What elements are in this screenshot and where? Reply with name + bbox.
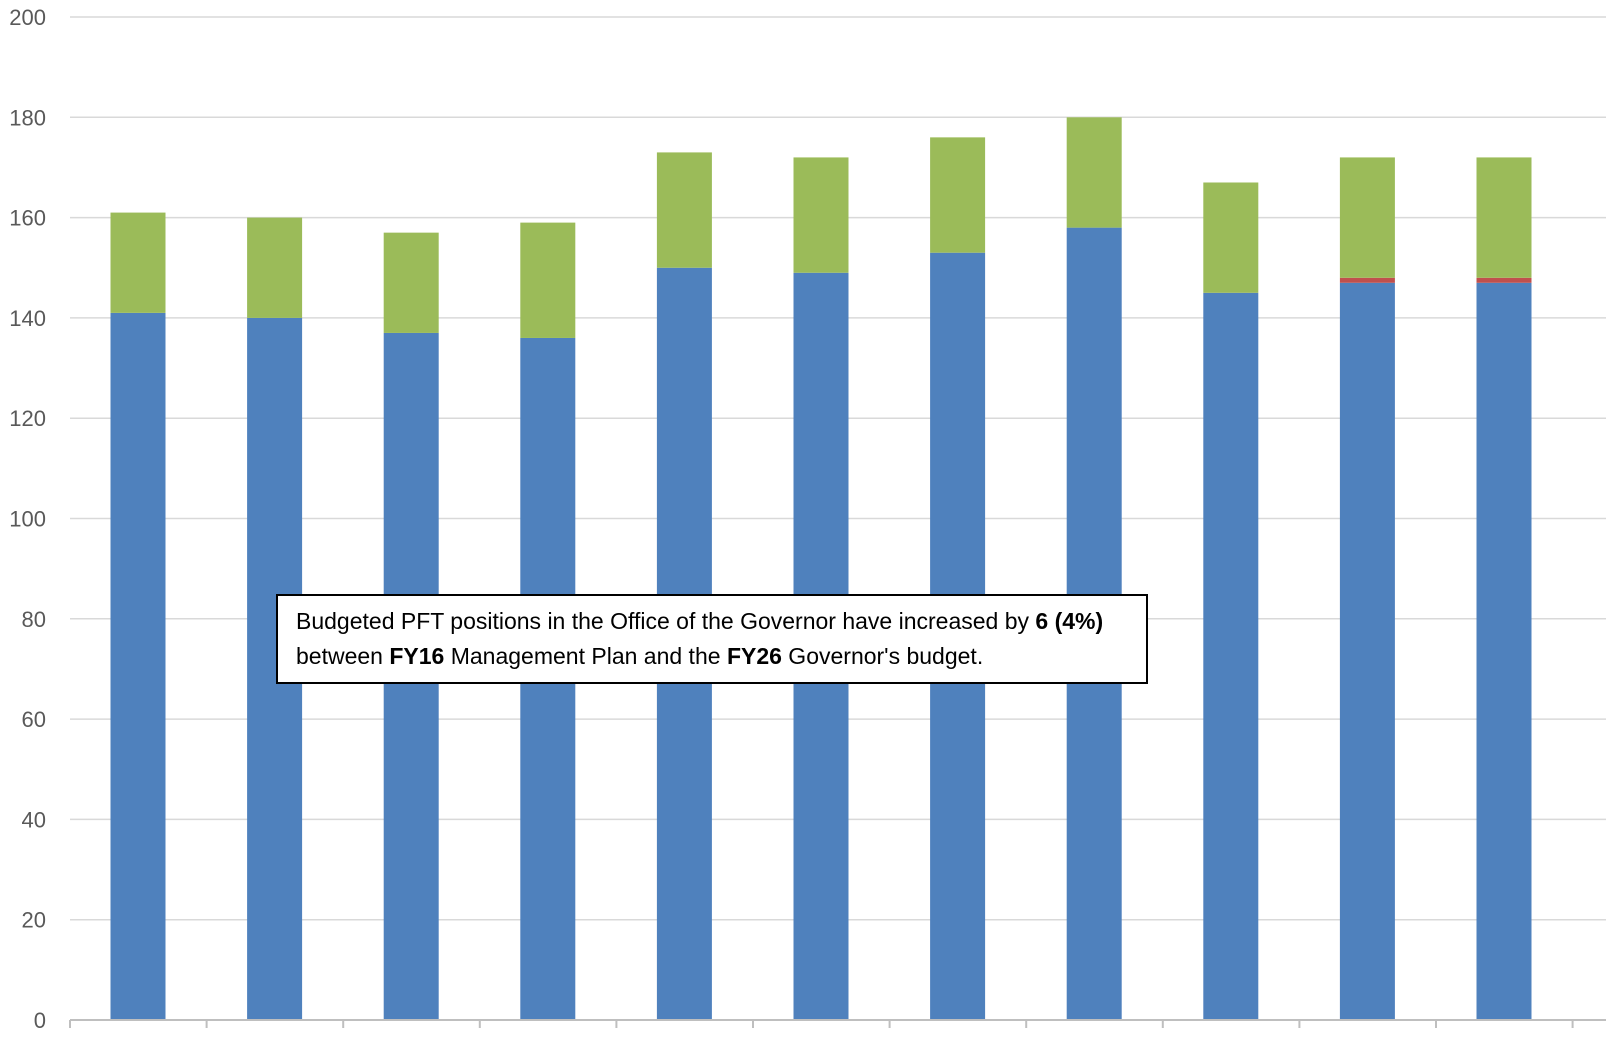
bar-segment-series-3	[656, 152, 712, 268]
bar-segment-series-3	[1339, 157, 1395, 278]
bar-segment-series-3	[1476, 157, 1532, 278]
annotation-part-1: Budgeted PFT positions in the Office of …	[296, 608, 1036, 634]
bar-segment-series-3	[247, 217, 303, 318]
annotation-part-2: 6 (4%)	[1035, 608, 1104, 634]
bar-segment-series-3	[930, 137, 986, 253]
annotation-part-7: Governor's budget.	[781, 643, 984, 669]
y-tick-label: 0	[34, 1008, 46, 1033]
bar-segment-series-3	[793, 157, 849, 273]
annotation-part-6: FY26	[726, 643, 782, 669]
bar-segment-series-1	[1476, 282, 1532, 1020]
bar-segment-series-1	[1339, 282, 1395, 1020]
y-tick-label: 80	[22, 607, 46, 632]
annotation-part-5: Management Plan and the	[444, 643, 727, 669]
annotation-part-4: FY16	[389, 643, 445, 669]
bar-segment-series-1	[1203, 292, 1259, 1020]
bar-segment-series-2	[1339, 277, 1395, 283]
bar-segment-series-3	[1066, 117, 1122, 228]
bar-segment-series-3	[520, 222, 576, 338]
bars	[110, 117, 1532, 1021]
y-tick-label: 160	[9, 206, 46, 231]
annotation-box: Budgeted PFT positions in the Office of …	[276, 594, 1148, 684]
bar-segment-series-3	[1203, 182, 1259, 293]
y-tick-label: 60	[22, 707, 46, 732]
bar-segment-series-3	[110, 212, 166, 313]
y-axis-tick-labels: 0 20 40 60 80 100 120 140 160 180 200	[9, 5, 46, 1033]
y-tick-label: 140	[9, 306, 46, 331]
y-tick-label: 100	[9, 507, 46, 532]
annotation-part-3: between	[296, 643, 390, 669]
y-tick-label: 40	[22, 807, 46, 832]
y-tick-label: 20	[22, 908, 46, 933]
x-axis	[69, 1019, 1606, 1028]
bar-segment-series-2	[1476, 277, 1532, 283]
y-tick-label: 180	[9, 105, 46, 130]
bar-segment-series-3	[383, 232, 439, 333]
bar-segment-series-1	[110, 312, 166, 1020]
y-tick-label: 200	[9, 5, 46, 30]
y-tick-label: 120	[9, 406, 46, 431]
